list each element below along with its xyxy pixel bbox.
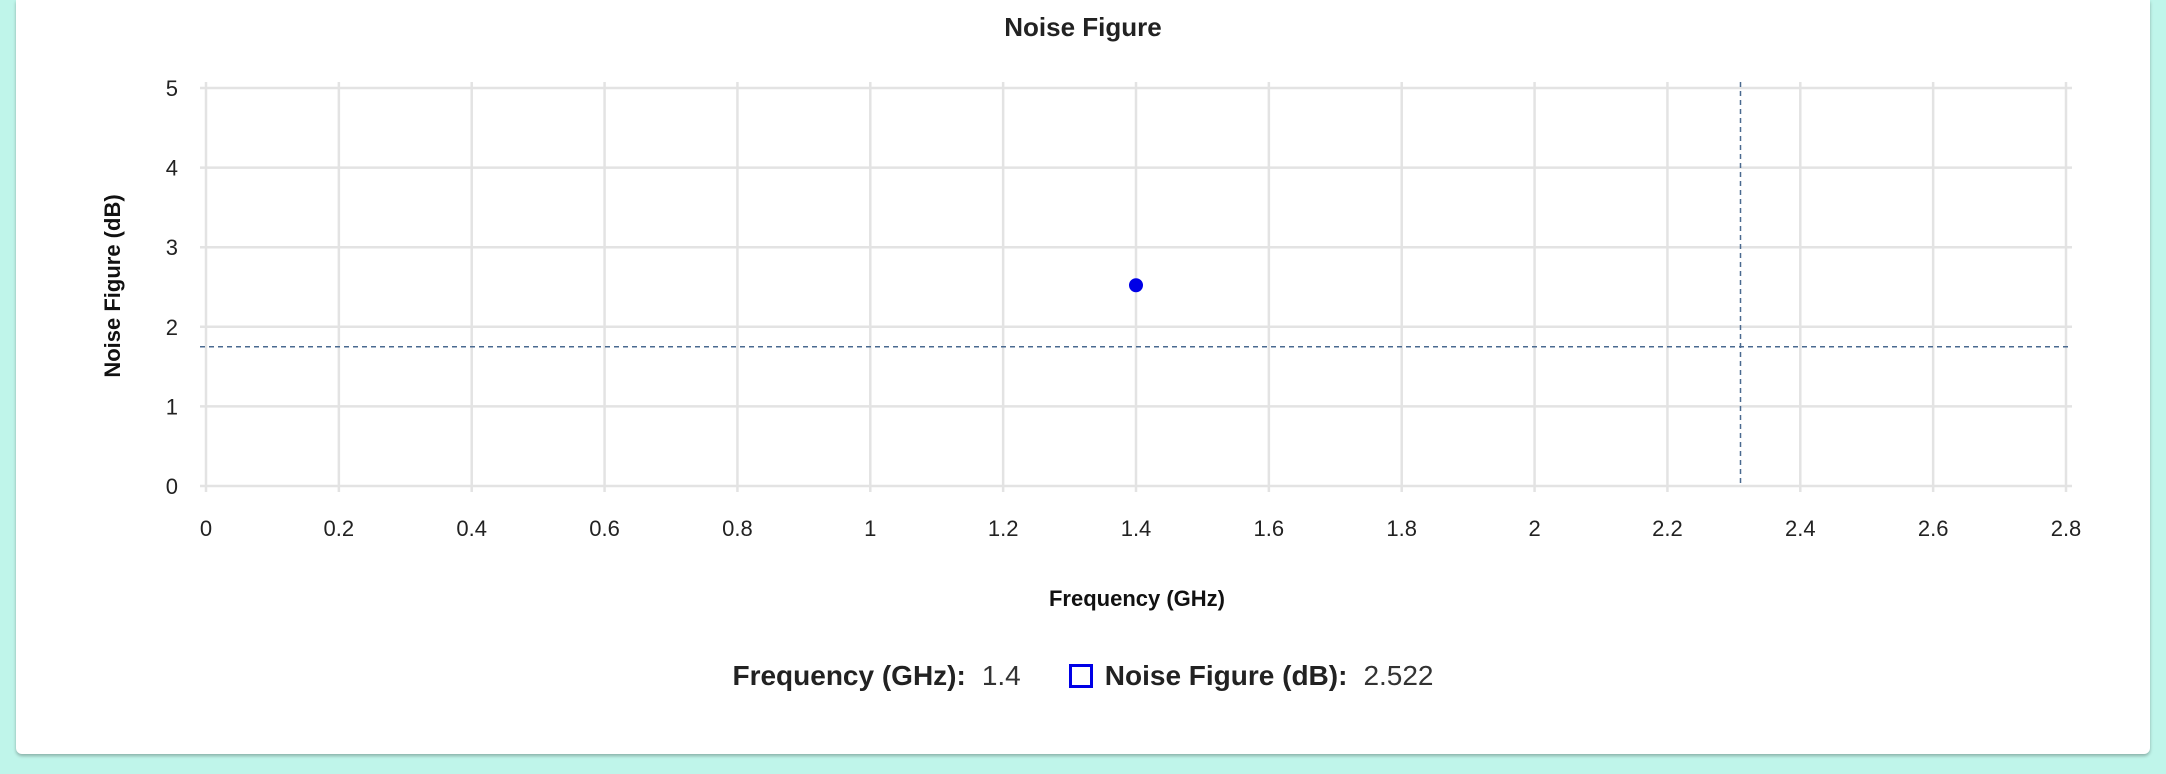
x-tick-label: 1.6	[1254, 516, 1285, 541]
y-tick-label: 2	[166, 315, 178, 340]
x-tick-label: 2.2	[1652, 516, 1683, 541]
x-tick-label: 0	[200, 516, 212, 541]
x-axis-ticks: 0 0.2 0.4 0.6 0.8 1 1.2 1.4 1.6 1.8 2 2.2 2.4 2.6 2.8	[200, 516, 2081, 541]
y-tick-label: 5	[166, 76, 178, 101]
x-tick-label: 0.8	[722, 516, 753, 541]
legend-x-label: Frequency (GHz):	[732, 660, 966, 691]
legend-series-value: 2.522	[1363, 660, 1434, 691]
x-tick-label: 1.4	[1121, 516, 1152, 541]
x-tick-label: 0.2	[324, 516, 355, 541]
x-tick-label: 1.2	[988, 516, 1019, 541]
data-point[interactable]	[1129, 278, 1143, 293]
x-tick-label: 2.8	[2051, 516, 2082, 541]
data-points[interactable]	[1129, 278, 1143, 293]
grid	[200, 82, 2072, 492]
noise-figure-chart[interactable]: Noise Figure 0 0.2 0.4 0.6 0.8 1 1.2 1.4 1.6 1.8 2…	[16, 0, 2150, 660]
tooltip-legend: Frequency (GHz): 1.4 Noise Figure (dB): …	[16, 660, 2150, 692]
chart-title: Noise Figure	[1004, 12, 1161, 42]
legend-series-swatch	[1068, 664, 1093, 688]
y-tick-label: 4	[166, 156, 178, 181]
chart-card: Noise Figure 0 0.2 0.4 0.6 0.8 1 1.2 1.4 1.6 1.8 2…	[16, 0, 2150, 754]
x-tick-label: 0.4	[456, 516, 487, 541]
y-tick-label: 0	[166, 474, 178, 499]
x-tick-label: 2.4	[1785, 516, 1816, 541]
y-tick-label: 3	[166, 235, 178, 260]
y-axis-label: Noise Figure (dB)	[100, 194, 125, 377]
x-tick-label: 2	[1528, 516, 1540, 541]
legend-series-label: Noise Figure (dB):	[1104, 660, 1348, 691]
x-tick-label: 1.8	[1386, 516, 1417, 541]
y-axis-ticks: 0 1 2 3 4 5	[166, 76, 178, 499]
x-tick-label: 0.6	[589, 516, 620, 541]
crosshair	[200, 82, 2072, 486]
x-axis-label: Frequency (GHz)	[1049, 586, 1225, 611]
x-tick-label: 1	[864, 516, 876, 541]
y-tick-label: 1	[166, 394, 178, 419]
legend-x-value: 1.4	[981, 660, 1021, 691]
x-tick-label: 2.6	[1918, 516, 1949, 541]
